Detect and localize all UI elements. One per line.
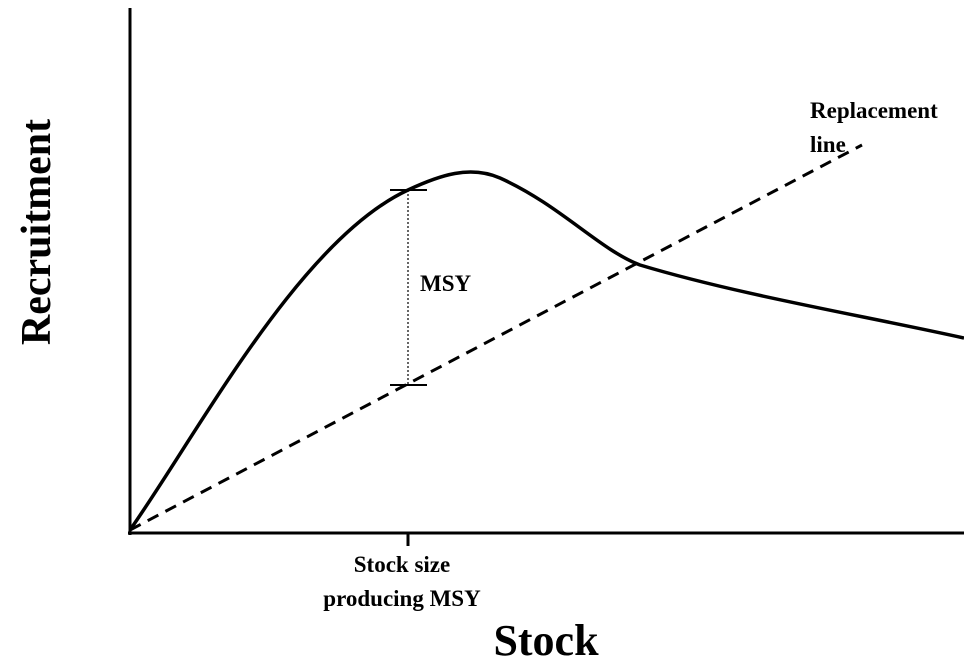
msy-label: MSY: [420, 271, 472, 296]
replacement-label: line: [810, 132, 846, 157]
stock-size-label: producing MSY: [323, 586, 481, 611]
y-axis-label: Recruitment: [14, 119, 60, 345]
x-axis-label: Stock: [493, 616, 599, 664]
replacement-line: [129, 143, 863, 532]
replacement-label: Replacement: [810, 98, 938, 123]
recruitment-curve: [128, 170, 964, 532]
stock-size-label: Stock size: [354, 552, 450, 577]
